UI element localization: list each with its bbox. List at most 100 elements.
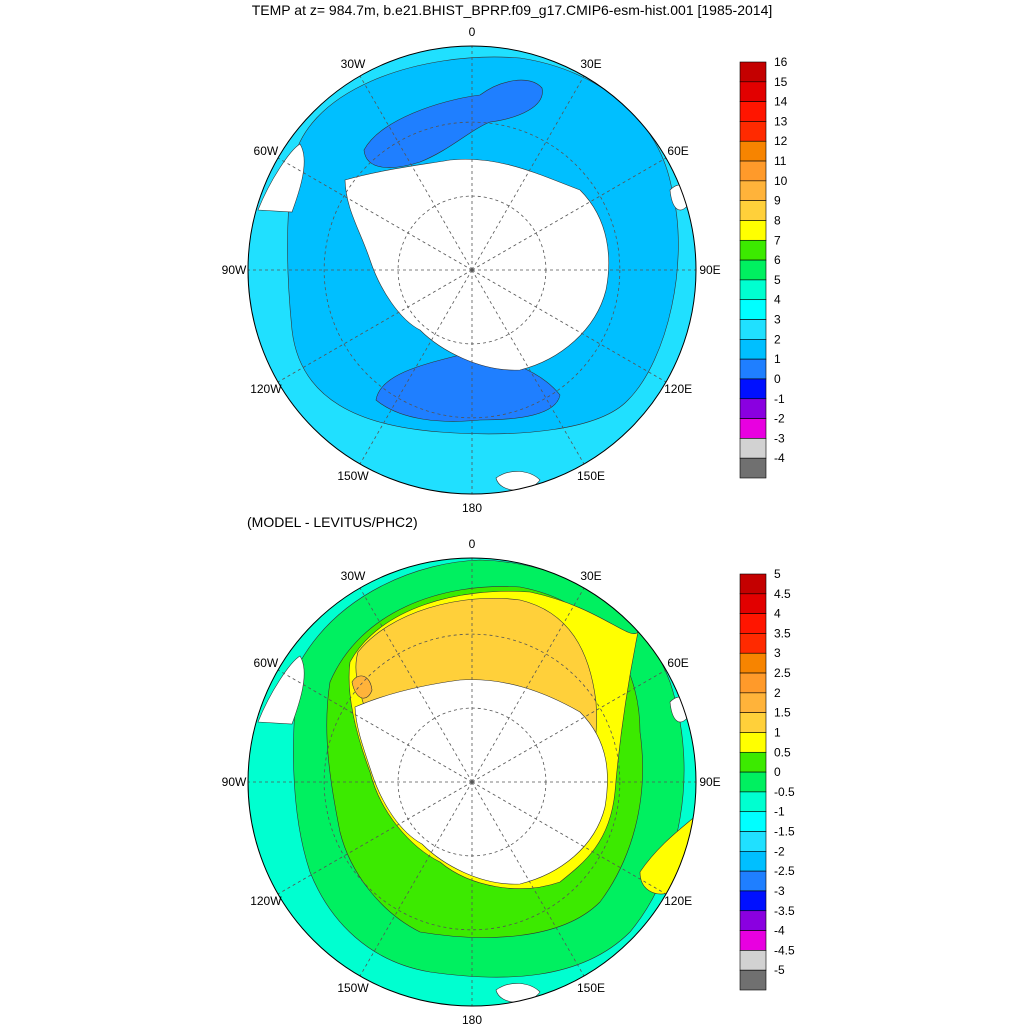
colorbar-label: 3 — [774, 646, 781, 660]
meridian-line — [359, 587, 473, 783]
longitude-label: 90W — [222, 263, 247, 277]
colorbar-swatch — [739, 791, 767, 813]
top-map-border — [247, 45, 697, 495]
longitude-label: 30E — [580, 569, 601, 583]
colorbar-swatch — [739, 633, 767, 654]
bottom-polar-map: 0 30E 60E 90E 120E 150E 180 150W 120W 90W 60W 30W 5… — [222, 537, 795, 1027]
colorbar-label: 1 — [774, 725, 781, 739]
longitude-label: 0 — [469, 537, 476, 551]
colorbar-swatch — [739, 319, 767, 340]
colorbar-label: 0 — [774, 372, 781, 386]
colorbar-label: 14 — [774, 95, 788, 109]
top-cold-patch-north — [363, 79, 543, 168]
longitude-label: 150W — [337, 469, 369, 483]
meridian-line — [471, 75, 585, 271]
colorbar-swatch — [739, 220, 767, 241]
colorbar-label: 3.5 — [774, 626, 791, 640]
bottom-map-panel: 0 30E 60E 90E 120E 150E 180 150W 120W 90W 60W 30W 5… — [0, 512, 1024, 1027]
longitude-label: 30W — [341, 569, 366, 583]
colorbar-label: -4 — [774, 451, 785, 465]
meridian-line — [471, 669, 667, 783]
colorbar-label: 5 — [774, 273, 781, 287]
colorbar-swatch — [739, 950, 767, 971]
colorbar-label: -3.5 — [774, 904, 795, 918]
bottom-map-border — [247, 557, 697, 1007]
meridian-line — [277, 269, 473, 383]
colorbar-label: 4 — [774, 293, 781, 307]
colorbar-label: -4 — [774, 924, 785, 938]
meridian-line — [359, 269, 473, 465]
longitude-label: 60W — [254, 656, 279, 670]
colorbar-swatch — [739, 910, 767, 931]
colorbar-label: -1 — [774, 392, 785, 406]
meridian-line — [471, 269, 667, 383]
meridian-line — [277, 157, 473, 271]
colorbar-label: 15 — [774, 75, 788, 89]
colorbar-swatch — [739, 613, 767, 634]
colorbar-swatch — [739, 200, 767, 221]
longitude-label: 60W — [254, 144, 279, 158]
colorbar-label: 3 — [774, 313, 781, 327]
colorbar-swatch — [739, 358, 767, 380]
longitude-label: 180 — [462, 1013, 482, 1024]
longitude-label: 60E — [667, 144, 688, 158]
bottom-land-fragment — [495, 983, 541, 1003]
top-longitude-labels: 0 30E 60E 90E 120E 150E 180 150W 120W 90W 60W 30W — [222, 25, 721, 515]
colorbar-swatch — [739, 457, 767, 479]
colorbar-label: 4 — [774, 607, 781, 621]
colorbar-label: 12 — [774, 134, 788, 148]
colorbar-swatch — [739, 851, 767, 872]
colorbar-label: 8 — [774, 213, 781, 227]
colorbar-swatch — [739, 969, 767, 991]
longitude-label: 120E — [664, 382, 692, 396]
bottom-map-title: (MODEL - LEVITUS/PHC2) — [247, 514, 418, 530]
longitude-label: 90E — [699, 263, 720, 277]
colorbar-swatch — [739, 930, 767, 951]
colorbar-label: -1.5 — [774, 825, 795, 839]
colorbar-swatch — [739, 279, 767, 301]
colorbar-swatch — [739, 811, 767, 832]
top-land-fragment — [495, 471, 541, 491]
colorbar-label: 13 — [774, 114, 788, 128]
colorbar-swatch — [739, 61, 767, 83]
top-map-title: TEMP at z= 984.7m, b.e21.BHIST_BPRP.f09_… — [251, 2, 773, 18]
meridian-line — [359, 781, 473, 977]
colorbar-swatch — [739, 751, 767, 773]
colorbar-swatch — [739, 239, 767, 261]
bottom-hotspot-west — [351, 675, 373, 699]
colorbar-swatch — [739, 101, 767, 122]
colorbar-swatch — [739, 890, 767, 912]
colorbar-swatch — [739, 418, 767, 439]
colorbar-label: 4.5 — [774, 587, 791, 601]
colorbar-label: 10 — [774, 174, 788, 188]
colorbar-swatch — [739, 732, 767, 753]
colorbar-swatch — [739, 140, 767, 162]
colorbar-label: 7 — [774, 233, 781, 247]
longitude-label: 180 — [462, 501, 482, 512]
colorbar-label: -2.5 — [774, 864, 795, 878]
bottom-colorbar: 5 4.5 4 3.5 3 2.5 2 1.5 1 0.5 0 -0.5 -1 -1.5 -2 -2.5 -3 -… — [739, 567, 795, 991]
colorbar-label: -0.5 — [774, 785, 795, 799]
colorbar-swatch — [739, 259, 767, 281]
latitude-circle — [323, 633, 621, 931]
top-antarctica — [344, 158, 610, 371]
colorbar-label: 9 — [774, 194, 781, 208]
colorbar-swatch — [739, 378, 767, 400]
longitude-label: 0 — [469, 25, 476, 39]
colorbar-label: 1 — [774, 352, 781, 366]
top-south-america — [257, 143, 305, 213]
colorbar-label: -3 — [774, 884, 785, 898]
colorbar-swatch — [739, 692, 767, 713]
longitude-label: 90W — [222, 775, 247, 789]
colorbar-swatch — [739, 339, 767, 360]
colorbar-label: -2 — [774, 412, 785, 426]
colorbar-swatch — [739, 712, 767, 733]
latitude-circle — [323, 121, 621, 419]
colorbar-label: 2 — [774, 332, 781, 346]
colorbar-label: 0.5 — [774, 745, 791, 759]
meridian-line — [471, 781, 667, 895]
meridian-line — [359, 75, 473, 271]
bottom-south-america — [257, 655, 305, 725]
colorbar-swatch — [739, 652, 767, 674]
